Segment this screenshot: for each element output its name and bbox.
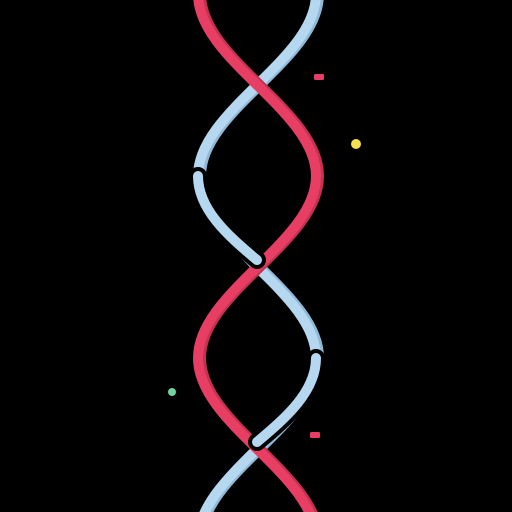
yellow-dot-icon xyxy=(349,137,363,151)
green-dot-icon xyxy=(166,386,178,398)
dna-icon-canvas xyxy=(0,0,512,512)
notch-icon xyxy=(312,72,326,82)
dna-helix-icon xyxy=(0,0,512,512)
notch-icon xyxy=(308,430,322,440)
